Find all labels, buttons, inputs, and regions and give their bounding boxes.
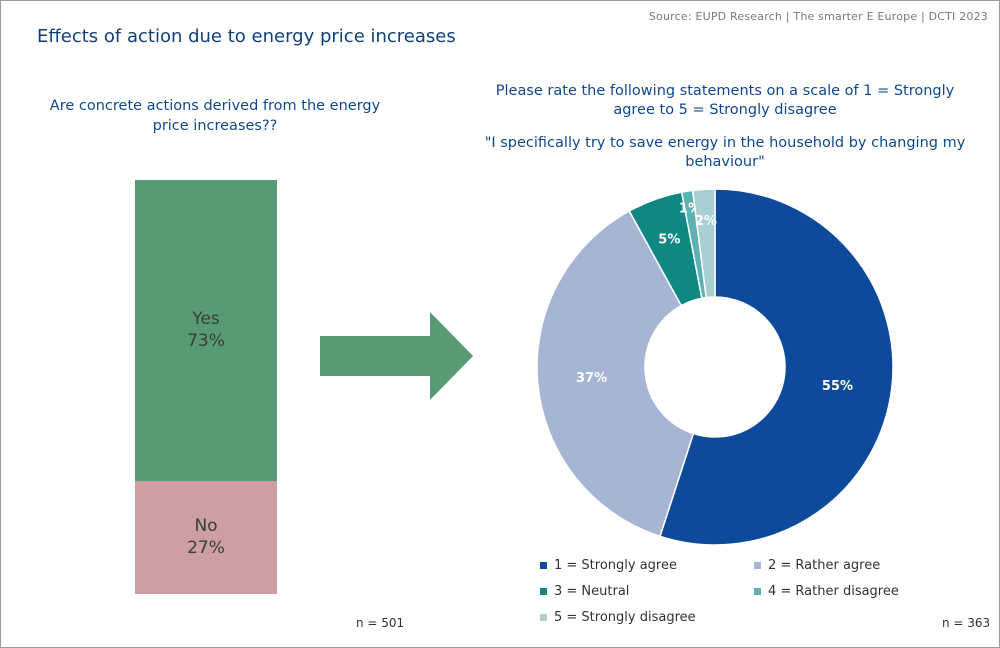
bar-value-yes: 73% [187, 331, 225, 351]
sample-size-right: n = 363 [942, 616, 991, 630]
bar-category-no: No [194, 516, 218, 536]
bar-value-no: 27% [187, 538, 225, 558]
legend-item-5: 5 = Strongly disagree [540, 610, 696, 625]
donut-label-2: 37% [576, 371, 607, 386]
bar-category-yes: Yes [192, 309, 220, 329]
left-question: Are concrete actions derived from the en… [49, 98, 381, 134]
right-question: Please rate the following statements on … [495, 83, 955, 118]
legend-label-4: 4 = Rather disagree [768, 584, 899, 599]
legend-swatch-2 [754, 562, 761, 569]
legend-label-5: 5 = Strongly disagree [554, 610, 696, 625]
donut-chart: 55%37%5%1%2% [536, 188, 894, 546]
bar-label-yes: Yes 73% [135, 308, 277, 352]
legend-swatch-1 [540, 562, 547, 569]
legend-item-3: 3 = Neutral [540, 584, 629, 599]
donut-slice-5 [691, 188, 716, 299]
donut-label-1: 55% [822, 379, 853, 394]
legend-label-2: 2 = Rather agree [768, 558, 881, 573]
right-question-block: Please rate the following statements on … [480, 82, 970, 172]
donut-slice-2 [536, 209, 695, 538]
donut-label-5: 2% [695, 214, 717, 229]
bar-label-no: No 27% [135, 515, 277, 559]
donut-label-3: 5% [658, 233, 680, 248]
legend-item-1: 1 = Strongly agree [540, 558, 677, 573]
bar-segment-no: No 27% [135, 481, 277, 594]
legend-swatch-4 [754, 588, 761, 595]
sample-size-left: n = 501 [356, 616, 405, 630]
statement-text: "I specifically try to save energy in th… [484, 135, 966, 170]
legend-item-4: 4 = Rather disagree [754, 584, 899, 599]
legend-label-1: 1 = Strongly agree [554, 558, 677, 573]
arrow-right-icon [320, 312, 473, 400]
page-title: Effects of action due to energy price in… [37, 26, 456, 47]
legend-item-2: 2 = Rather agree [754, 558, 880, 573]
bar-segment-yes: Yes 73% [135, 180, 277, 481]
legend-label-3: 3 = Neutral [554, 584, 630, 599]
donut-slice-1 [659, 188, 894, 546]
source-note: Source: EUPD Research | The smarter E Eu… [648, 10, 988, 23]
legend-swatch-3 [540, 588, 547, 595]
legend-swatch-5 [540, 614, 547, 621]
